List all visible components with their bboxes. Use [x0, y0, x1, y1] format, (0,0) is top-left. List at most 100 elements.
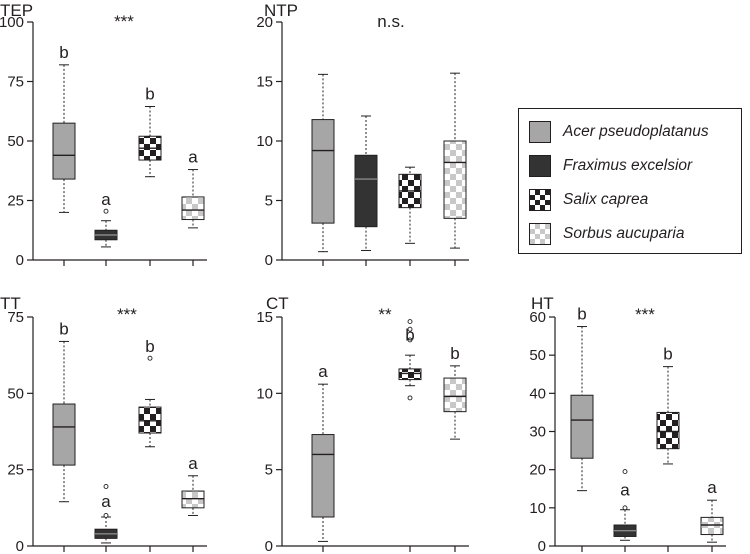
box-rect — [354, 154, 378, 228]
significance-label: *** — [635, 305, 655, 324]
box-sorbus: a — [181, 454, 205, 516]
box-acer: b — [52, 43, 76, 213]
y-tick-label: 20 — [256, 14, 273, 31]
box-salix: b — [398, 319, 422, 401]
y-tick-label: 50 — [7, 385, 24, 402]
box-sorbus: b — [443, 344, 467, 440]
box-rect — [52, 403, 76, 466]
panel-title: HT — [531, 294, 554, 313]
y-tick-label: 25 — [7, 193, 24, 210]
y-tick-label: 10 — [256, 385, 273, 402]
legend-label-salix: Salix caprea — [563, 191, 649, 208]
legend-item-sorbus: Sorbus aucuparia — [529, 221, 685, 247]
group-letter: b — [59, 43, 68, 62]
significance-label: *** — [114, 12, 134, 31]
box-rect — [443, 140, 467, 219]
group-letter: b — [145, 337, 154, 356]
y-tick-label: 15 — [256, 309, 273, 326]
y-tick-label: 20 — [529, 462, 546, 479]
group-letter: a — [707, 478, 717, 497]
panel-title: TEP — [0, 1, 33, 20]
group-letter: b — [405, 326, 414, 345]
group-letter: b — [577, 305, 586, 324]
legend-swatch-salix — [529, 189, 551, 211]
box-fraxinus — [354, 115, 378, 251]
box-rect — [656, 411, 680, 450]
outlier-point — [407, 319, 413, 325]
panel-title: TT — [0, 294, 21, 313]
y-tick-label: 15 — [256, 74, 273, 91]
legend-swatch-fraxinus — [529, 155, 551, 177]
group-letter: b — [663, 345, 672, 364]
box-rect — [181, 196, 205, 221]
group-letter: a — [188, 454, 198, 473]
box-acer: a — [311, 362, 335, 542]
legend-item-salix: Salix caprea — [529, 187, 648, 213]
y-tick-label: 40 — [529, 385, 546, 402]
significance-label: ** — [378, 305, 392, 324]
box-acer: b — [570, 305, 594, 492]
outlier-point — [407, 337, 413, 343]
y-tick-label: 10 — [256, 133, 273, 150]
panel-title: NTP — [264, 1, 298, 20]
legend: Acer pseudoplatanus Fraximus excelsior S… — [518, 108, 742, 254]
significance-label: n.s. — [377, 12, 404, 31]
y-tick-label: 50 — [529, 347, 546, 364]
box-sorbus: a — [700, 478, 724, 543]
group-letter: a — [101, 492, 111, 511]
legend-swatch-acer — [529, 121, 551, 143]
box-acer — [311, 73, 335, 253]
box-rect — [570, 394, 594, 459]
significance-label: *** — [117, 305, 137, 324]
y-tick-label: 75 — [7, 309, 24, 326]
group-letter: b — [145, 84, 154, 103]
y-tick-label: 25 — [7, 462, 24, 479]
box-sorbus: a — [181, 148, 205, 229]
box-salix: b — [138, 84, 162, 178]
box-rect — [311, 119, 335, 224]
group-letter: a — [101, 190, 111, 209]
legend-label-acer: Acer pseudoplatanus — [563, 123, 709, 140]
outlier-point — [407, 395, 413, 401]
y-tick-label: 0 — [16, 252, 24, 269]
box-rect — [443, 377, 467, 413]
outlier-point — [103, 513, 109, 518]
y-tick-label: 100 — [0, 14, 24, 31]
legend-label-sorbus: Sorbus aucuparia — [563, 225, 685, 242]
box-salix — [398, 166, 422, 244]
y-tick-label: 30 — [529, 424, 546, 441]
y-tick-label: 5 — [265, 193, 273, 210]
box-fraxinus: a — [94, 484, 118, 544]
outlier-point — [622, 469, 628, 475]
box-fraxinus: a — [613, 469, 637, 541]
outlier-point — [103, 484, 109, 489]
legend-item-acer: Acer pseudoplatanus — [529, 119, 709, 145]
group-letter: b — [450, 344, 459, 363]
box-rect — [52, 122, 76, 180]
box-rect — [700, 516, 724, 536]
outlier-point — [103, 208, 109, 214]
group-letter: a — [318, 362, 328, 381]
box-sorbus — [443, 72, 467, 249]
box-salix: b — [656, 345, 680, 465]
box-fraxinus: a — [94, 190, 118, 248]
y-tick-label: 50 — [7, 133, 24, 150]
y-tick-label: 0 — [265, 252, 273, 269]
outlier-point — [622, 505, 628, 511]
legend-swatch-sorbus — [529, 223, 551, 245]
box-rect — [311, 434, 335, 518]
y-tick-label: 75 — [7, 74, 24, 91]
outlier-point — [407, 326, 413, 332]
group-letter: b — [59, 319, 68, 338]
y-tick-label: 60 — [529, 309, 546, 326]
box-rect — [181, 490, 205, 509]
box-acer: b — [52, 319, 76, 503]
legend-label-fraxinus: Fraximus excelsior — [563, 157, 693, 174]
y-tick-label: 0 — [265, 538, 273, 554]
y-tick-label: 0 — [538, 538, 546, 554]
